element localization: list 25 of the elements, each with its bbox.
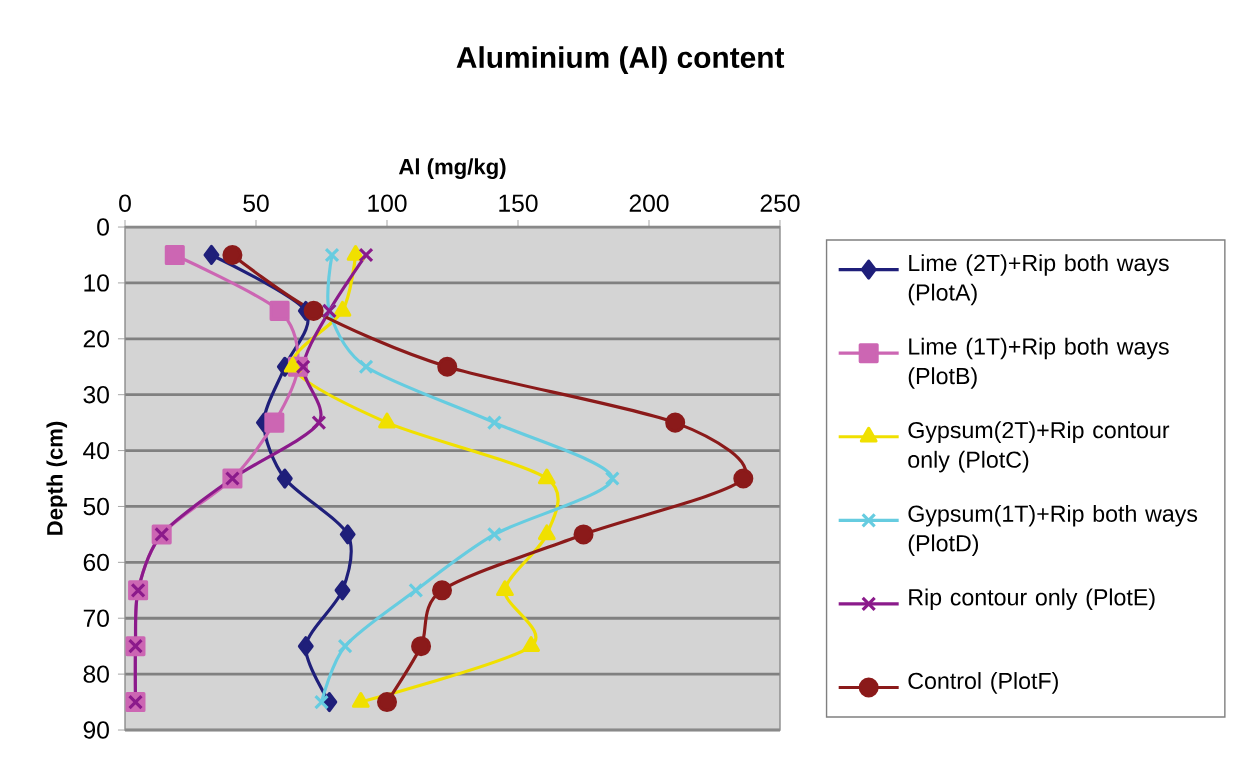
legend-label: Gypsum(1T)+Rip both ways (PlotD) xyxy=(908,504,1198,557)
y-tick-label: 40 xyxy=(83,441,109,460)
x-tick-label: 150 xyxy=(499,194,538,212)
x-tick-label: 100 xyxy=(368,194,407,212)
y-axis-title: Depth (cm) xyxy=(46,421,68,535)
y-tick-label: 50 xyxy=(83,497,109,516)
y-tick-label: 30 xyxy=(83,386,109,404)
x-tick-label: 50 xyxy=(243,194,269,212)
y-tick-label: 10 xyxy=(84,274,109,292)
x-axis-title: Al (mg/kg) xyxy=(398,158,506,180)
x-tick-label: 0 xyxy=(119,194,131,212)
y-tick-label: 20 xyxy=(83,330,109,348)
x-tick-label: 200 xyxy=(629,194,669,212)
x-tick-label: 250 xyxy=(760,194,800,212)
legend-label: Control (PlotF) xyxy=(908,672,1058,694)
y-tick-label: 80 xyxy=(83,665,109,683)
chart-title: Aluminium (Al) content xyxy=(456,46,785,74)
y-tick-label: 0 xyxy=(97,218,109,236)
legend-label: Lime (1T)+Rip both ways (PlotB) xyxy=(908,337,1169,389)
y-tick-label: 60 xyxy=(83,553,109,572)
y-tick-label: 70 xyxy=(83,609,109,627)
legend-label: Gypsum(2T)+Rip contour only (PlotC) xyxy=(908,421,1170,473)
legend-label: Lime (2T)+Rip both ways (PlotA) xyxy=(908,254,1169,306)
y-tick-label: 90 xyxy=(83,721,109,739)
legend-label: Rip contour only (PlotE) xyxy=(909,588,1155,611)
